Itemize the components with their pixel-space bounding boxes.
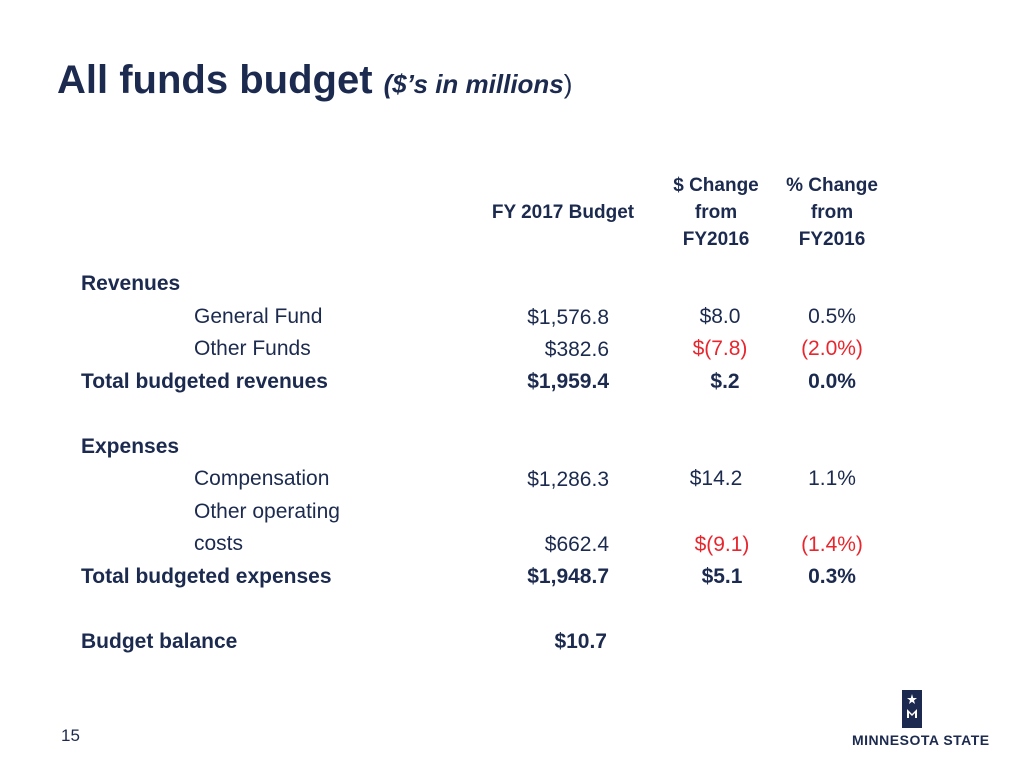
other-operating-budget: $662.4 bbox=[544, 533, 609, 556]
row-label-total-expenses: Total budgeted expenses bbox=[81, 565, 332, 588]
title-main: All funds budget bbox=[57, 58, 373, 102]
row-label-other-operating-line1: Other operating bbox=[194, 500, 340, 523]
row-label-other-operating-line2: costs bbox=[194, 532, 244, 555]
general-fund-pct-change: 0.5% bbox=[808, 305, 856, 328]
total-revenues-pct-change: 0.0% bbox=[808, 370, 856, 393]
row-label-budget-balance: Budget balance bbox=[81, 630, 238, 653]
header-dollar-change: $ Change from FY2016 bbox=[673, 175, 759, 250]
row-label-total-revenues: Total budgeted revenues bbox=[81, 370, 328, 393]
page-number: 15 bbox=[61, 726, 80, 745]
logo-text: MINNESOTA STATE bbox=[852, 732, 990, 748]
other-operating-dollar-change: $(9.1) bbox=[694, 533, 750, 556]
general-fund-budget: $1,576.8 bbox=[527, 306, 609, 329]
total-revenues-dollar-change: $.2 bbox=[710, 370, 740, 393]
other-funds-pct-change: (2.0%) bbox=[801, 337, 863, 360]
title-subtitle: ($’s in millions bbox=[383, 69, 564, 99]
page-title: All funds budget ($’s in millions) bbox=[57, 58, 572, 103]
row-label-other-funds: Other Funds bbox=[194, 337, 311, 360]
minnesota-state-logo: MINNESOTA STATE bbox=[852, 690, 990, 750]
section-revenues: Revenues bbox=[81, 272, 181, 295]
compensation-budget: $1,286.3 bbox=[527, 468, 609, 491]
compensation-pct-change: 1.1% bbox=[808, 467, 856, 490]
other-funds-budget: $382.6 bbox=[544, 338, 609, 361]
header-pct-change: % Change from FY2016 bbox=[786, 175, 878, 250]
compensation-dollar-change: $14.2 bbox=[689, 467, 743, 490]
title-close-paren: ) bbox=[563, 69, 573, 99]
budget-balance-value: $10.7 bbox=[554, 630, 607, 653]
total-expenses-budget: $1,948.7 bbox=[527, 565, 609, 588]
other-operating-pct-change: (1.4%) bbox=[801, 533, 863, 556]
total-expenses-dollar-change: $5.1 bbox=[701, 565, 743, 588]
section-expenses: Expenses bbox=[81, 435, 180, 458]
other-funds-dollar-change: $(7.8) bbox=[692, 337, 748, 360]
total-expenses-pct-change: 0.3% bbox=[808, 565, 856, 588]
row-label-compensation: Compensation bbox=[194, 467, 330, 490]
total-revenues-budget: $1,959.4 bbox=[527, 370, 609, 393]
header-fy2017: FY 2017 Budget bbox=[491, 202, 635, 223]
row-label-general-fund: General Fund bbox=[194, 305, 323, 328]
star-north-icon bbox=[902, 690, 922, 728]
general-fund-dollar-change: $8.0 bbox=[699, 305, 741, 328]
